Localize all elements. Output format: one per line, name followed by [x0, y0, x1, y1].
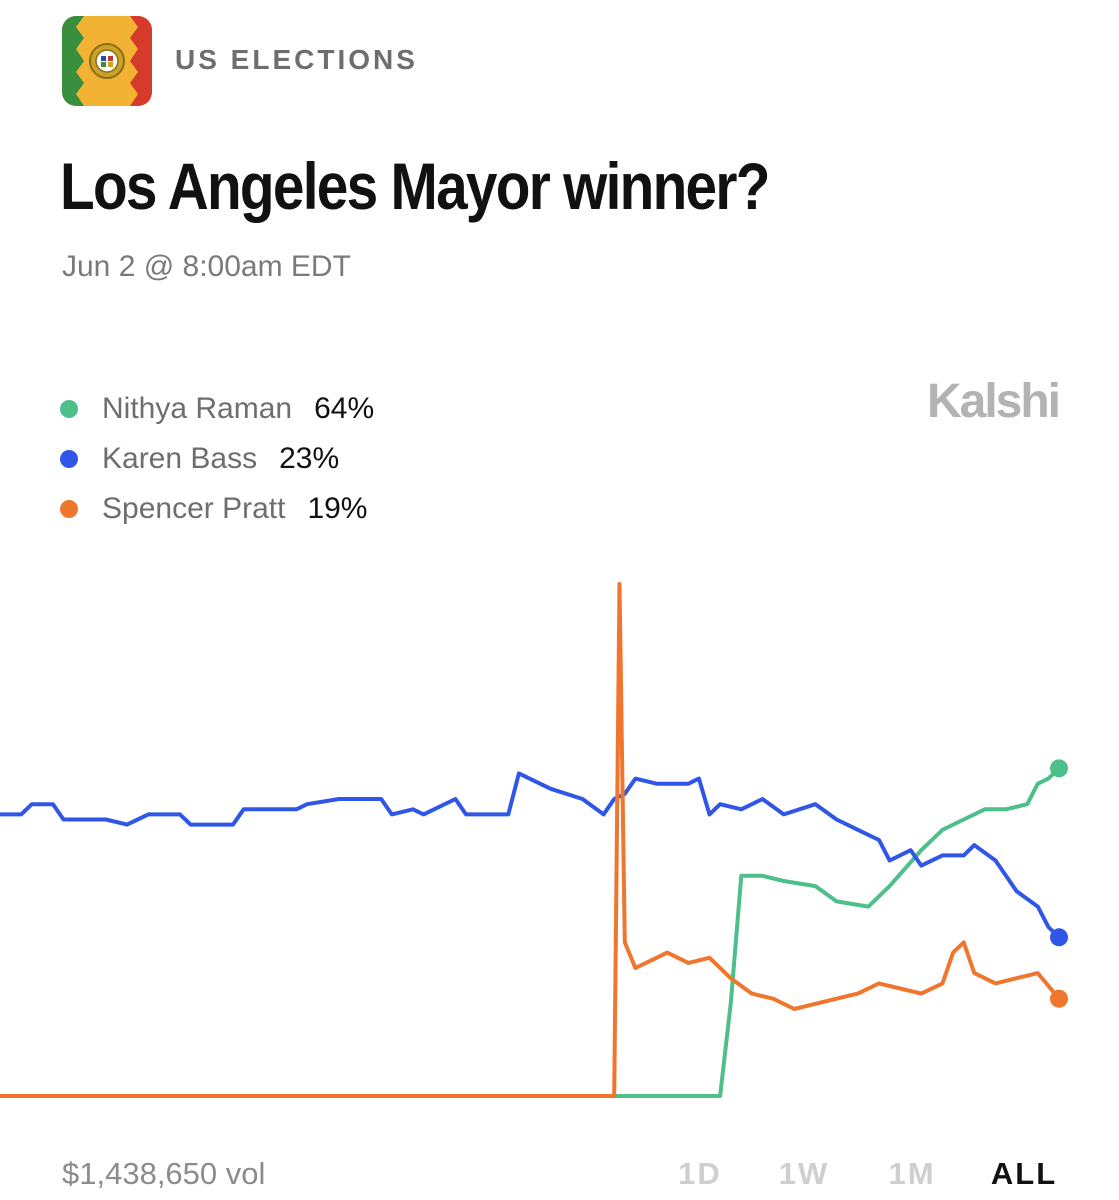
series-line-spencer-pratt: [0, 582, 1061, 1098]
range-selector: 1D 1W 1M ALL: [0, 1156, 1119, 1200]
volume-label: $1,438,650 vol: [62, 1156, 266, 1191]
price-history-chart: [0, 582, 1068, 1098]
category-label: US ELECTIONS: [175, 44, 418, 75]
legend-item-nithya-raman: Nithya Raman 64%: [60, 384, 374, 434]
legend-dot-orange: [60, 500, 78, 518]
range-button-1d[interactable]: 1D: [678, 1156, 722, 1191]
event-date: Jun 2 @ 8:00am EDT: [62, 250, 351, 283]
series-line-nithya-raman: [0, 766, 1061, 1098]
legend-name: Karen Bass: [102, 442, 258, 475]
series-line-karen-bass: [0, 771, 1061, 940]
range-button-1w[interactable]: 1W: [778, 1156, 830, 1191]
legend-percent: 19%: [307, 492, 368, 525]
legend-percent: 23%: [279, 442, 340, 475]
seal-graphic: [62, 16, 152, 106]
los-angeles-seal-icon: [62, 16, 152, 106]
series-endpoint-karen-bass: [1050, 928, 1068, 947]
legend-item-karen-bass: Karen Bass 23%: [60, 434, 374, 484]
legend-name: Spencer Pratt: [102, 492, 286, 525]
page-title: Los Angeles Mayor winner?: [60, 149, 770, 223]
legend-percent: 64%: [314, 392, 375, 425]
series-endpoint-spencer-pratt: [1050, 989, 1068, 1008]
range-button-all[interactable]: ALL: [990, 1156, 1058, 1191]
legend-dot-green: [60, 400, 78, 418]
range-button-1m[interactable]: 1M: [888, 1156, 936, 1191]
series-endpoint-nithya-raman: [1050, 759, 1068, 778]
legend-name: Nithya Raman: [102, 392, 293, 425]
legend-item-spencer-pratt: Spencer Pratt 19%: [60, 484, 374, 534]
legend-dot-blue: [60, 450, 78, 468]
kalshi-logo: Kalshi: [926, 375, 1061, 428]
chart-legend: Nithya Raman 64% Karen Bass 23% Spencer …: [60, 384, 374, 534]
